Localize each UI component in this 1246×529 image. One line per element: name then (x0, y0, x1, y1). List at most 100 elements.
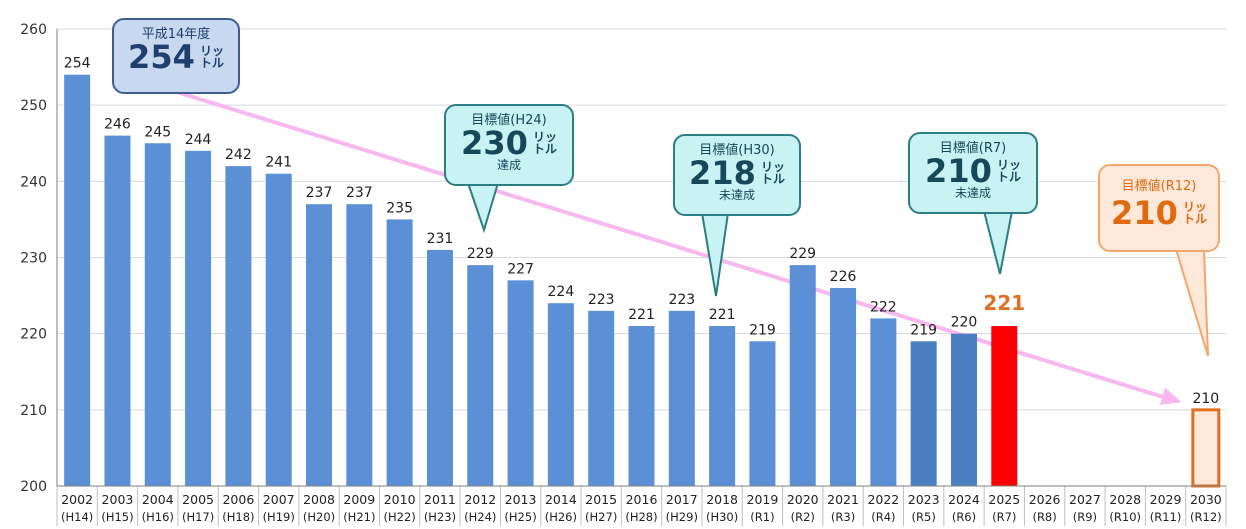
xtick-sublabel-2024: (R6) (952, 510, 976, 524)
xtick-label-2008: 2008 (303, 492, 335, 507)
xtick-label-2019: 2019 (747, 492, 779, 507)
callout-h24-unit: リッ トル (532, 130, 557, 156)
xtick-label-2021: 2021 (827, 492, 859, 507)
callout-r7-value: 210 (925, 152, 992, 190)
callout-h14: 平成14年度 254 リッ トル (112, 18, 240, 94)
bar-2013 (507, 280, 534, 486)
data-label-2016: 221 (628, 307, 655, 323)
bar-2002 (64, 74, 91, 486)
data-label-2024: 220 (951, 315, 978, 331)
callout-h30-title: 目標値(H30) (699, 143, 775, 158)
bar-2022 (870, 318, 897, 486)
xtick-label-2012: 2012 (464, 492, 496, 507)
xtick-label-2010: 2010 (384, 492, 416, 507)
xtick-sublabel-2014: (H26) (545, 510, 577, 524)
data-label-2014: 224 (548, 284, 575, 300)
xtick-sublabel-2002: (H14) (61, 510, 93, 524)
callout-h30-value: 218 (689, 154, 756, 192)
bar-2010 (386, 219, 413, 486)
xtick-label-2026: 2026 (1029, 492, 1061, 507)
xtick-sublabel-2004: (H16) (142, 510, 174, 524)
bar-2014 (547, 303, 574, 486)
bar-2018 (709, 326, 736, 486)
xtick-sublabel-2022: (R4) (871, 510, 895, 524)
data-label-2012: 229 (467, 246, 494, 262)
xtick-label-2016: 2016 (626, 492, 658, 507)
xtick-label-2007: 2007 (263, 492, 295, 507)
xtick-sublabel-2007: (H19) (263, 510, 295, 524)
bars: 254 246 245 244 242 241 237 237 235 231 229 227 224 2… (64, 56, 1221, 488)
xtick-sublabel-2011: (H23) (424, 510, 456, 524)
ytick-label-250: 250 (20, 98, 47, 114)
xtick-sublabel-2016: (H28) (625, 510, 657, 524)
xtick-label-2009: 2009 (343, 492, 375, 507)
callout-r12-unit: リッ トル (1182, 200, 1207, 226)
xtick-label-2028: 2028 (1109, 492, 1141, 507)
bar-2030 (1191, 408, 1221, 488)
xtick-label-2002: 2002 (61, 492, 93, 507)
xtick-sublabel-2017: (H29) (666, 510, 698, 524)
callout-r7-pointer (982, 210, 1014, 275)
xtick-label-2017: 2017 (666, 492, 698, 507)
xtick-label-2023: 2023 (908, 492, 940, 507)
ytick-label-210: 210 (20, 403, 47, 419)
callout-r12-title: 目標値(R12) (1121, 179, 1197, 194)
ytick-label-230: 230 (20, 251, 47, 267)
callout-r7: 目標値(R7) 210 リッ トル 未達成 (908, 132, 1038, 214)
data-label-2023: 219 (910, 322, 937, 338)
bar-2021 (830, 287, 857, 486)
xtick-label-2020: 2020 (787, 492, 819, 507)
bar-2019 (749, 341, 776, 486)
xtick-label-2004: 2004 (142, 492, 174, 507)
bar-2020 (789, 265, 816, 486)
xtick-label-2003: 2003 (102, 492, 134, 507)
xtick-label-2014: 2014 (545, 492, 577, 507)
data-label-2009: 237 (346, 185, 373, 201)
ytick-label-240: 240 (20, 174, 47, 190)
xtick-label-2024: 2024 (948, 492, 980, 507)
data-label-2017: 223 (668, 292, 695, 308)
xtick-sublabel-2006: (H18) (222, 510, 254, 524)
xtick-label-2015: 2015 (585, 492, 617, 507)
xtick-sublabel-2021: (R3) (831, 510, 855, 524)
xtick-sublabel-2020: (R2) (791, 510, 815, 524)
xtick-sublabel-2027: (R9) (1073, 510, 1097, 524)
xtick-label-2013: 2013 (505, 492, 537, 507)
callout-h24-value: 230 (461, 124, 528, 162)
bar-2015 (588, 310, 615, 486)
data-label-2015: 223 (588, 292, 615, 308)
xtick-sublabel-2012: (H24) (464, 510, 496, 524)
data-label-2011: 231 (427, 231, 454, 247)
callout-r12-pointer (1174, 248, 1209, 357)
callout-h24-pointer (466, 182, 500, 234)
callout-r7-title: 目標値(R7) (939, 141, 1007, 156)
bar-2009 (346, 204, 373, 486)
data-label-2018: 221 (709, 307, 736, 323)
callout-h14-title: 平成14年度 (141, 27, 211, 42)
xtick-label-2018: 2018 (706, 492, 738, 507)
data-label-2020: 229 (789, 246, 816, 262)
trend-arrow-head (1159, 387, 1182, 405)
ytick-label-260: 260 (20, 22, 47, 38)
bar-2025 (991, 326, 1018, 486)
data-label-2002: 254 (64, 56, 91, 72)
xtick-sublabel-2028: (R10) (1109, 510, 1141, 524)
callout-r7-unit: リッ トル (996, 158, 1021, 184)
callout-h14-value: 254 (128, 38, 195, 76)
xtick-label-2030: 2030 (1190, 492, 1222, 507)
data-label-2003: 246 (104, 117, 131, 133)
bar-2011 (426, 249, 453, 486)
xtick-sublabel-2023: (R5) (912, 510, 936, 524)
xtick-label-2027: 2027 (1069, 492, 1101, 507)
data-label-2030: 210 (1192, 391, 1219, 407)
bar-2023 (910, 341, 937, 486)
xtick-sublabel-2030: (R12) (1190, 510, 1222, 524)
callout-r7-status: 未達成 (954, 186, 991, 200)
data-label-2005: 244 (185, 132, 212, 148)
bar-2007 (265, 173, 292, 486)
data-label-2021: 226 (830, 269, 857, 285)
xtick-sublabel-2005: (H17) (182, 510, 214, 524)
xtick-sublabel-2013: (H25) (504, 510, 536, 524)
bar-2017 (668, 310, 695, 486)
